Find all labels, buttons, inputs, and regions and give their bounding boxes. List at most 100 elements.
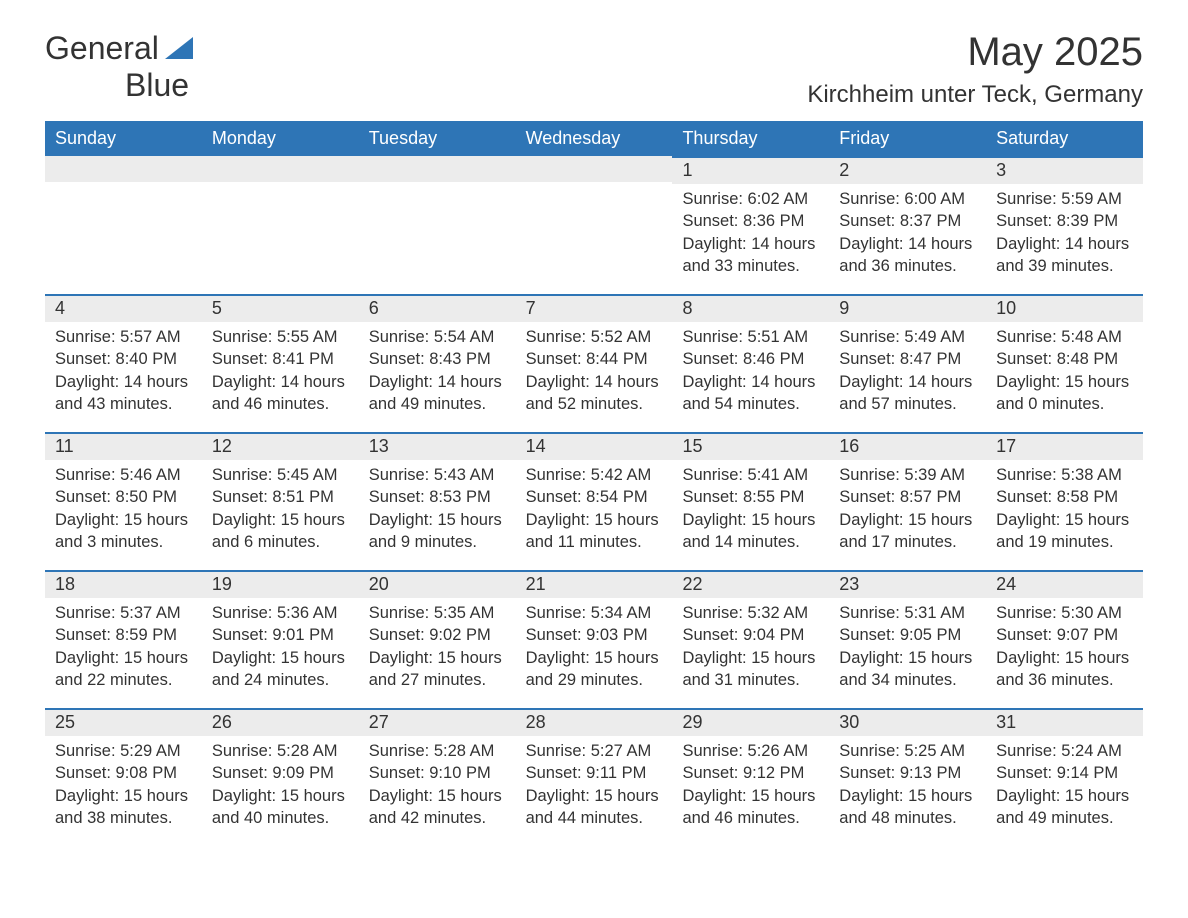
- day-content: Sunrise: 5:35 AMSunset: 9:02 PMDaylight:…: [359, 598, 516, 699]
- sunrise-text: Sunrise: 6:02 AM: [682, 188, 819, 210]
- day-number: 14: [516, 432, 673, 460]
- day-content: Sunrise: 5:45 AMSunset: 8:51 PMDaylight:…: [202, 460, 359, 561]
- day-number: 22: [672, 570, 829, 598]
- sunset-text: Sunset: 8:50 PM: [55, 486, 192, 508]
- daylight-text: Daylight: 15 hours and 34 minutes.: [839, 647, 976, 692]
- day-number: 11: [45, 432, 202, 460]
- day-cell: 11Sunrise: 5:46 AMSunset: 8:50 PMDayligh…: [45, 432, 202, 570]
- day-number: 13: [359, 432, 516, 460]
- sunset-text: Sunset: 8:55 PM: [682, 486, 819, 508]
- day-content: Sunrise: 5:39 AMSunset: 8:57 PMDaylight:…: [829, 460, 986, 561]
- day-cell: [516, 156, 673, 294]
- day-number: 8: [672, 294, 829, 322]
- day-content: Sunrise: 5:28 AMSunset: 9:09 PMDaylight:…: [202, 736, 359, 837]
- daylight-text: Daylight: 15 hours and 17 minutes.: [839, 509, 976, 554]
- daylight-text: Daylight: 15 hours and 38 minutes.: [55, 785, 192, 830]
- day-content: Sunrise: 5:46 AMSunset: 8:50 PMDaylight:…: [45, 460, 202, 561]
- day-number: [359, 156, 516, 182]
- sunrise-text: Sunrise: 5:36 AM: [212, 602, 349, 624]
- day-cell: 12Sunrise: 5:45 AMSunset: 8:51 PMDayligh…: [202, 432, 359, 570]
- daylight-text: Daylight: 15 hours and 0 minutes.: [996, 371, 1133, 416]
- day-cell: 14Sunrise: 5:42 AMSunset: 8:54 PMDayligh…: [516, 432, 673, 570]
- sunrise-text: Sunrise: 5:49 AM: [839, 326, 976, 348]
- daylight-text: Daylight: 14 hours and 54 minutes.: [682, 371, 819, 416]
- sunrise-text: Sunrise: 5:52 AM: [526, 326, 663, 348]
- sunrise-text: Sunrise: 5:38 AM: [996, 464, 1133, 486]
- daylight-text: Daylight: 15 hours and 40 minutes.: [212, 785, 349, 830]
- sunrise-text: Sunrise: 5:59 AM: [996, 188, 1133, 210]
- daylight-text: Daylight: 15 hours and 3 minutes.: [55, 509, 192, 554]
- day-content: [202, 182, 359, 194]
- sunrise-text: Sunrise: 5:45 AM: [212, 464, 349, 486]
- sunrise-text: Sunrise: 5:28 AM: [369, 740, 506, 762]
- day-header-friday: Friday: [829, 121, 986, 156]
- daylight-text: Daylight: 15 hours and 46 minutes.: [682, 785, 819, 830]
- day-cell: 5Sunrise: 5:55 AMSunset: 8:41 PMDaylight…: [202, 294, 359, 432]
- day-number: 28: [516, 708, 673, 736]
- day-content: Sunrise: 5:41 AMSunset: 8:55 PMDaylight:…: [672, 460, 829, 561]
- daylight-text: Daylight: 15 hours and 42 minutes.: [369, 785, 506, 830]
- page-header: General Blue May 2025 Kirchheim unter Te…: [45, 30, 1143, 109]
- day-number: 18: [45, 570, 202, 598]
- day-cell: 9Sunrise: 5:49 AMSunset: 8:47 PMDaylight…: [829, 294, 986, 432]
- day-cell: 23Sunrise: 5:31 AMSunset: 9:05 PMDayligh…: [829, 570, 986, 708]
- day-header-saturday: Saturday: [986, 121, 1143, 156]
- sunrise-text: Sunrise: 5:46 AM: [55, 464, 192, 486]
- sunrise-text: Sunrise: 5:57 AM: [55, 326, 192, 348]
- day-content: Sunrise: 5:54 AMSunset: 8:43 PMDaylight:…: [359, 322, 516, 423]
- day-cell: 30Sunrise: 5:25 AMSunset: 9:13 PMDayligh…: [829, 708, 986, 846]
- sunrise-text: Sunrise: 5:29 AM: [55, 740, 192, 762]
- sunset-text: Sunset: 8:40 PM: [55, 348, 192, 370]
- sunrise-text: Sunrise: 5:31 AM: [839, 602, 976, 624]
- day-number: 25: [45, 708, 202, 736]
- sunrise-text: Sunrise: 5:55 AM: [212, 326, 349, 348]
- day-content: Sunrise: 5:24 AMSunset: 9:14 PMDaylight:…: [986, 736, 1143, 837]
- day-cell: 26Sunrise: 5:28 AMSunset: 9:09 PMDayligh…: [202, 708, 359, 846]
- sunset-text: Sunset: 8:48 PM: [996, 348, 1133, 370]
- day-content: Sunrise: 5:36 AMSunset: 9:01 PMDaylight:…: [202, 598, 359, 699]
- daylight-text: Daylight: 14 hours and 49 minutes.: [369, 371, 506, 416]
- day-content: Sunrise: 5:59 AMSunset: 8:39 PMDaylight:…: [986, 184, 1143, 285]
- sunset-text: Sunset: 8:39 PM: [996, 210, 1133, 232]
- week-row: 11Sunrise: 5:46 AMSunset: 8:50 PMDayligh…: [45, 432, 1143, 570]
- day-content: Sunrise: 5:32 AMSunset: 9:04 PMDaylight:…: [672, 598, 829, 699]
- day-number: 21: [516, 570, 673, 598]
- sunset-text: Sunset: 8:44 PM: [526, 348, 663, 370]
- day-number: 4: [45, 294, 202, 322]
- sunrise-text: Sunrise: 5:37 AM: [55, 602, 192, 624]
- day-header-monday: Monday: [202, 121, 359, 156]
- sunrise-text: Sunrise: 5:34 AM: [526, 602, 663, 624]
- sunset-text: Sunset: 9:01 PM: [212, 624, 349, 646]
- sunset-text: Sunset: 8:57 PM: [839, 486, 976, 508]
- day-cell: 24Sunrise: 5:30 AMSunset: 9:07 PMDayligh…: [986, 570, 1143, 708]
- sunrise-text: Sunrise: 5:27 AM: [526, 740, 663, 762]
- day-number: 1: [672, 156, 829, 184]
- sunrise-text: Sunrise: 5:25 AM: [839, 740, 976, 762]
- day-header-wednesday: Wednesday: [516, 121, 673, 156]
- sunrise-text: Sunrise: 5:28 AM: [212, 740, 349, 762]
- day-cell: 15Sunrise: 5:41 AMSunset: 8:55 PMDayligh…: [672, 432, 829, 570]
- sunset-text: Sunset: 8:53 PM: [369, 486, 506, 508]
- day-cell: 16Sunrise: 5:39 AMSunset: 8:57 PMDayligh…: [829, 432, 986, 570]
- day-header-tuesday: Tuesday: [359, 121, 516, 156]
- sunrise-text: Sunrise: 5:24 AM: [996, 740, 1133, 762]
- week-row: 1Sunrise: 6:02 AMSunset: 8:36 PMDaylight…: [45, 156, 1143, 294]
- day-content: [359, 182, 516, 194]
- sunset-text: Sunset: 9:14 PM: [996, 762, 1133, 784]
- day-content: Sunrise: 5:51 AMSunset: 8:46 PMDaylight:…: [672, 322, 829, 423]
- day-number: 6: [359, 294, 516, 322]
- day-cell: 1Sunrise: 6:02 AMSunset: 8:36 PMDaylight…: [672, 156, 829, 294]
- sunset-text: Sunset: 8:36 PM: [682, 210, 819, 232]
- sunset-text: Sunset: 9:04 PM: [682, 624, 819, 646]
- sunrise-text: Sunrise: 6:00 AM: [839, 188, 976, 210]
- day-number: 2: [829, 156, 986, 184]
- day-number: [516, 156, 673, 182]
- day-content: Sunrise: 5:37 AMSunset: 8:59 PMDaylight:…: [45, 598, 202, 699]
- title-block: May 2025 Kirchheim unter Teck, Germany: [807, 30, 1143, 109]
- day-number: 15: [672, 432, 829, 460]
- day-cell: [45, 156, 202, 294]
- month-title: May 2025: [807, 30, 1143, 75]
- day-number: 3: [986, 156, 1143, 184]
- daylight-text: Daylight: 14 hours and 46 minutes.: [212, 371, 349, 416]
- sunset-text: Sunset: 8:43 PM: [369, 348, 506, 370]
